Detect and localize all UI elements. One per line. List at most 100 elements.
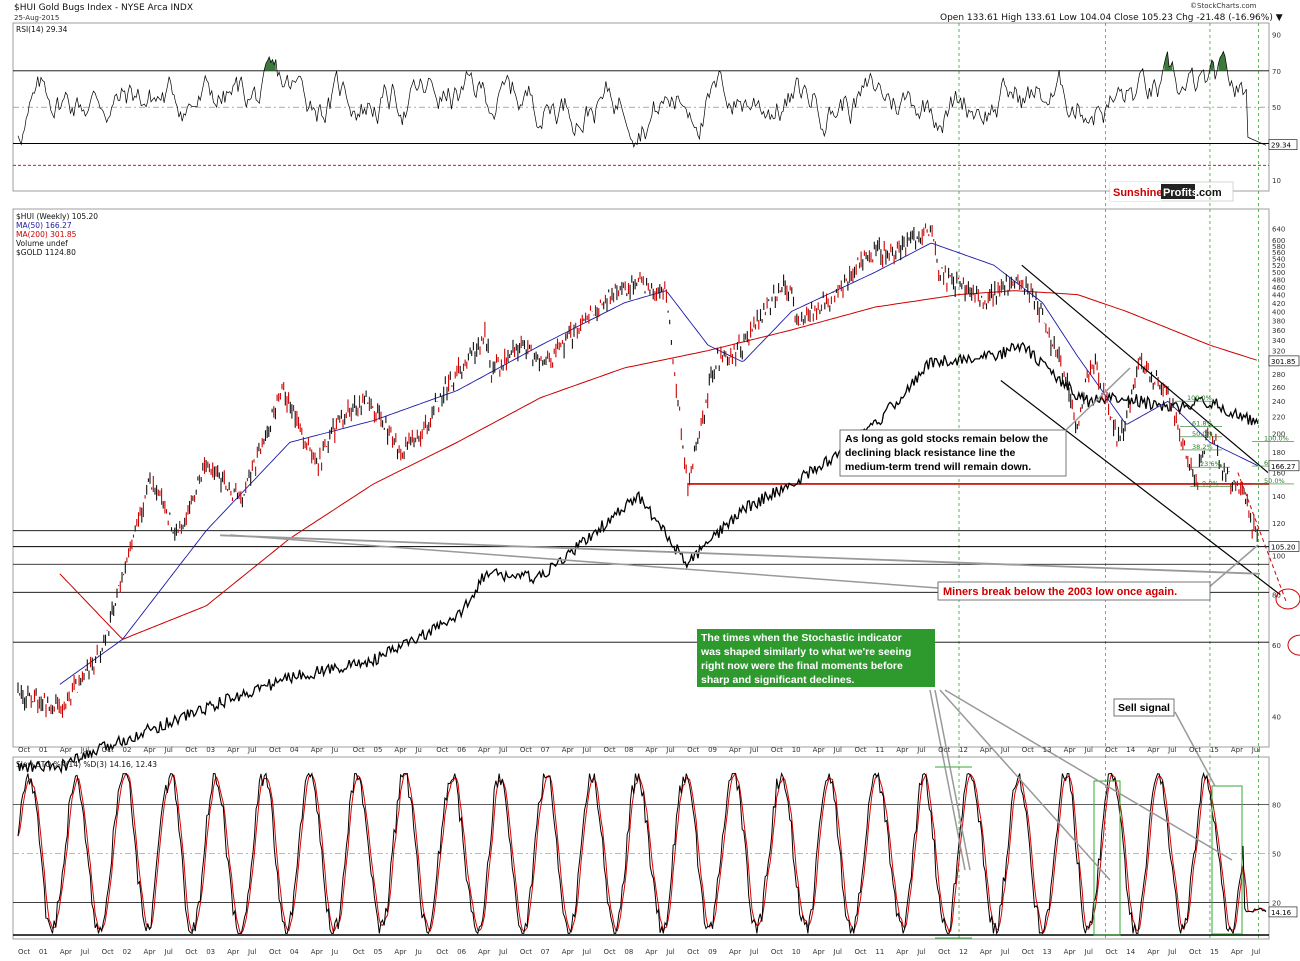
x-axis-label-price: Jul (665, 746, 675, 754)
x-axis-label: 12 (959, 948, 968, 956)
x-axis-label-price: Oct (102, 746, 114, 754)
x-axis-label: Oct (102, 948, 114, 956)
x-axis-label-price: 11 (875, 746, 884, 754)
stochastic-value-label: 14.16 (1271, 909, 1292, 917)
x-axis-label: Oct (353, 948, 365, 956)
stochastic-layer: 80 50 20 14.16 (13, 689, 1298, 939)
resistance-line-1: As long as gold stocks remain below the (845, 433, 1048, 445)
x-axis-label: Oct (1189, 948, 1201, 956)
sell-text: Sell signal (1118, 702, 1170, 714)
x-axis-label-price: Jul (163, 746, 173, 754)
x-axis-label-price: Oct (520, 746, 532, 754)
stochastic-legend: Slow STO %K(14) %D(3) 14.16, 12.43 (16, 760, 157, 769)
x-axis-label-price: Oct (18, 746, 30, 754)
ma200-line (59, 290, 1257, 640)
x-axis-label-price: Oct (353, 746, 365, 754)
fib-label: 0.0% (1202, 479, 1219, 487)
resistance-annotation: As long as gold stocks remain below the … (839, 429, 1067, 477)
price-y-tick: 220 (1272, 414, 1285, 422)
price-y-tick: 240 (1272, 398, 1285, 406)
value-label: 301.85 (1271, 358, 1296, 366)
x-axis-label: 01 (39, 948, 48, 956)
fib-label: 50.0% (1192, 430, 1213, 438)
price-y-tick: 320 (1272, 348, 1285, 356)
x-axis-label: Jul (749, 948, 759, 956)
x-axis-label-price: Apr (478, 746, 490, 754)
stochastic-tick: 80 (1272, 802, 1281, 810)
x-axis-label: 08 (624, 948, 633, 956)
x-axis-label-price: Apr (1064, 746, 1076, 754)
stochastic-pointer (929, 689, 966, 871)
value-box (1268, 460, 1300, 472)
x-axis-label: Oct (1105, 948, 1117, 956)
price-y-tick: 340 (1272, 337, 1285, 345)
value-label: 166.27 (1271, 463, 1296, 471)
x-axis-label-price: 08 (624, 746, 633, 754)
x-axis-label-price: 12 (959, 746, 968, 754)
x-axis-label: Oct (1022, 948, 1034, 956)
price-y-tick: 140 (1272, 493, 1285, 501)
x-axis-label-price: 15 (1210, 746, 1219, 754)
stochastic-line-4: sharp and significant declines. (701, 674, 855, 686)
stockcharts-credit: ©StockCharts.com (1190, 2, 1257, 10)
x-axis-label-price: Ju (331, 746, 339, 754)
x-axis-label-price: Apr (896, 746, 908, 754)
x-axis-label: Oct (18, 948, 30, 956)
brand-part-2: Profits (1163, 187, 1198, 199)
price-y-tick: 360 (1272, 327, 1285, 335)
x-axis-label: 06 (457, 948, 466, 956)
x-axis-label: Apr (227, 948, 239, 956)
x-axis-label: Apr (645, 948, 657, 956)
price-legend-gold: $GOLD 1124.80 (16, 248, 76, 257)
price-y-tick: 60 (1272, 642, 1281, 650)
price-y-tick: 520 (1272, 262, 1285, 270)
brand-part-3: .com (1196, 187, 1222, 199)
x-axis-label: Apr (143, 948, 155, 956)
price-y-tick: 640 (1272, 226, 1285, 234)
rsi-overbought-fill (264, 57, 276, 71)
price-legend-ma200: MA(200) 301.85 (16, 230, 77, 239)
stochastic-pointer (939, 689, 1111, 881)
x-axis-label: 04 (290, 948, 299, 956)
miners-annotation: Miners break below the 2003 low once aga… (937, 581, 1211, 601)
hui-price-bars (17, 223, 1258, 718)
x-axis-label: Jul (1000, 948, 1010, 956)
x-axis-label-price: Jul (247, 746, 257, 754)
ma50-line (59, 242, 1258, 685)
price-panel (12, 208, 1270, 748)
x-axis-label-price: Jul (582, 746, 592, 754)
x-axis-label-price: Oct (1189, 746, 1201, 754)
long-term-line (220, 534, 1261, 575)
x-axis-label: 15 (1210, 948, 1219, 956)
price-y-tick: 440 (1272, 292, 1285, 300)
x-axis-label: Apr (1064, 948, 1076, 956)
x-axis-label: Jul (163, 948, 173, 956)
miners-pointer-2 (229, 534, 939, 589)
fib-label: 50.0% (1264, 477, 1285, 485)
rsi-value-box (1268, 139, 1298, 150)
x-axis-label-price: Jul (80, 746, 90, 754)
x-axis-label-price: Jul (498, 746, 508, 754)
x-axis-label-price: 06 (457, 746, 466, 754)
x-axis-label: 07 (541, 948, 550, 956)
x-axis-label-price: 13 (1043, 746, 1052, 754)
x-axis-label: Oct (520, 948, 532, 956)
x-axis-label-price: Oct (854, 746, 866, 754)
rsi-overbought-fill (1210, 59, 1214, 71)
x-axis-label: Apr (1147, 948, 1159, 956)
x-axis-label: Apr (1231, 948, 1243, 956)
x-axis-label-price: 09 (708, 746, 717, 754)
x-axis-label-price: 10 (792, 746, 801, 754)
miners-text: Miners break below the 2003 low once aga… (943, 586, 1177, 598)
x-axis-label-price: Oct (771, 746, 783, 754)
price-y-tick: 100 (1272, 552, 1285, 560)
x-axis-label: Apr (813, 948, 825, 956)
x-axis-label-price: Apr (60, 746, 72, 754)
chart-title: $HUI Gold Bugs Index - NYSE Arca INDX (14, 3, 193, 13)
x-axis-label-price: 02 (123, 746, 132, 754)
x-axis-label-price: Jul (1083, 746, 1093, 754)
price-y-tick: 160 (1272, 470, 1285, 478)
price-y-tick: 180 (1272, 449, 1285, 457)
price-legend-ma50: MA(50) 166.27 (16, 221, 72, 230)
